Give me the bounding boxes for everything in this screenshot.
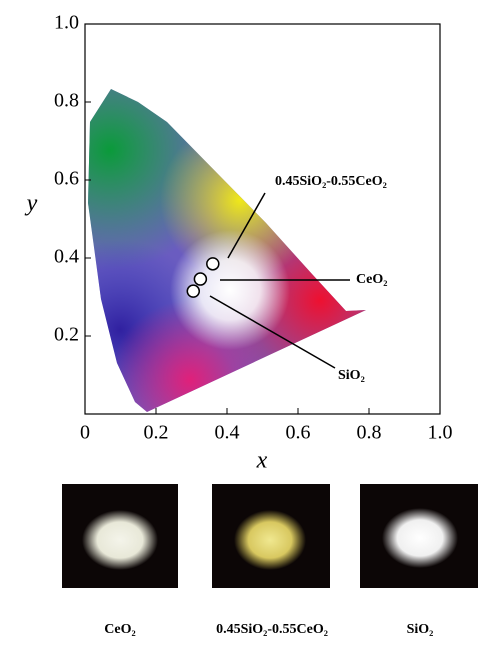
y-tick-label: 0.4 xyxy=(54,246,79,268)
photo-caption: CeO₂ xyxy=(104,622,135,637)
photo-caption: 0.45SiO₂-0.55CeO₂ xyxy=(216,622,328,637)
annotation: SiO₂ xyxy=(338,368,365,383)
annotation: CeO₂ xyxy=(356,272,387,287)
annotation: 0.45SiO₂-0.55CeO₂ xyxy=(275,174,387,189)
x-tick-label: 0.2 xyxy=(144,422,169,444)
leader-line xyxy=(227,192,266,259)
photo-caption: SiO₂ xyxy=(407,622,434,637)
x-axis-label: x xyxy=(256,448,268,474)
x-tick-label: 0.4 xyxy=(215,422,240,444)
x-tick-label: 0.6 xyxy=(286,422,311,444)
powder xyxy=(82,510,158,570)
x-tick-label: 0 xyxy=(80,422,90,444)
x-tick-label: 0.8 xyxy=(357,422,382,444)
plot-frame xyxy=(84,23,441,415)
y-axis-label: y xyxy=(25,191,38,217)
data-point xyxy=(206,257,220,271)
x-tick-label: 1.0 xyxy=(428,422,453,444)
powder xyxy=(234,510,306,570)
data-point xyxy=(193,272,208,286)
data-point xyxy=(186,284,201,298)
y-tick-label: 0.2 xyxy=(54,324,79,346)
leader-line xyxy=(209,295,336,369)
powder xyxy=(382,508,458,568)
y-tick-label: 1.0 xyxy=(54,12,79,34)
y-tick-label: 0.8 xyxy=(54,90,79,112)
y-tick-label: 0.6 xyxy=(54,168,79,190)
